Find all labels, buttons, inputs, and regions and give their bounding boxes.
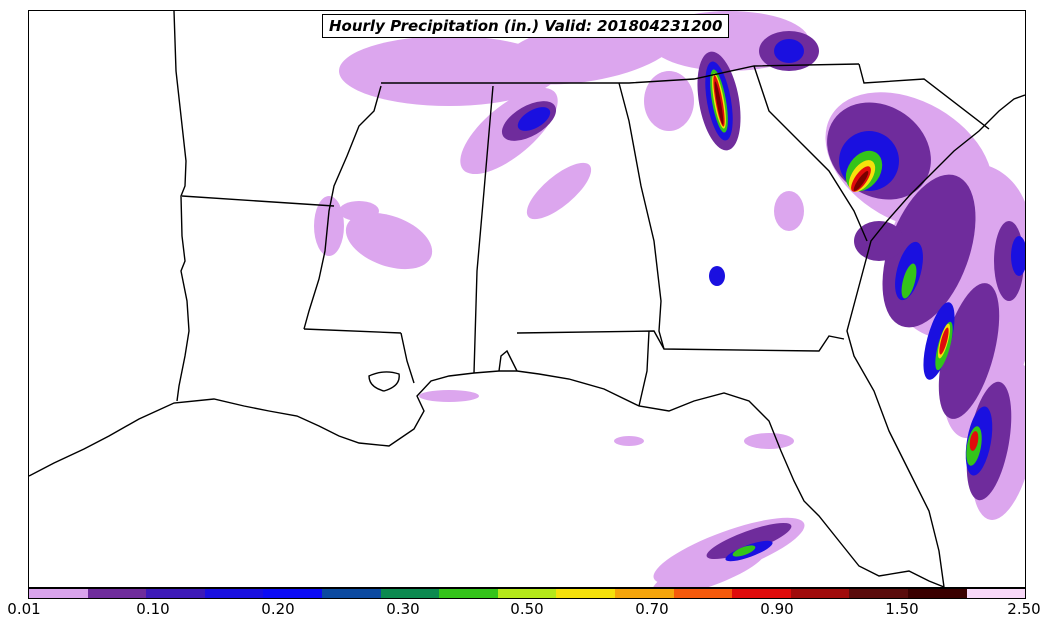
colorbar-segment [29, 589, 88, 598]
tennessee-line [381, 63, 860, 84]
intense-precip-core [901, 263, 917, 299]
heavy-precip-core [923, 302, 955, 380]
colorbar-segment [497, 589, 557, 598]
colorbar-segment [204, 589, 264, 598]
light-precip-area [614, 436, 644, 446]
light-precip-area [339, 36, 559, 106]
colorbar-tick-label: 0.70 [635, 600, 669, 618]
light-precip-area [644, 71, 694, 131]
extreme-precip-core [853, 171, 869, 191]
mobile-bay [498, 349, 518, 372]
precipitation-shading [314, 11, 1025, 587]
precipitation-map [29, 11, 1025, 587]
colorbar-segment [849, 589, 908, 598]
colorbar-segment [146, 589, 205, 598]
mississippi-alabama-border [473, 85, 494, 374]
colorbar-tick-label: 0.30 [386, 600, 420, 618]
colorbar-segment [966, 589, 1026, 598]
pearl-river [400, 332, 415, 384]
atlantic-coastline [846, 94, 1025, 587]
mississippi-river [303, 85, 382, 330]
heavy-precip-core [774, 39, 804, 63]
colorbar-segment [907, 589, 967, 598]
moderate-precip-band [938, 283, 1000, 419]
apalachicola-river [638, 330, 650, 407]
extreme-precip-core [714, 81, 724, 125]
state-boundaries [29, 11, 1025, 587]
colorbar-tick-label: 0.50 [510, 600, 544, 618]
lake-pontchartrain [368, 371, 400, 392]
light-precip-area [526, 162, 592, 220]
louisiana-mississippi-border [173, 11, 190, 402]
north-carolina-line [858, 63, 990, 130]
heavy-precip-core [1011, 236, 1025, 276]
colorbar-tick-label: 1.50 [885, 600, 919, 618]
moderate-precip-band [706, 522, 792, 560]
light-precip-area [345, 212, 433, 270]
map-panel [28, 10, 1026, 588]
colorbar-tick-label: 0.01 [7, 600, 41, 618]
map-title: Hourly Precipitation (in.) Valid: 201804… [322, 14, 730, 38]
light-precip-area [744, 433, 794, 449]
light-precip-area [339, 201, 379, 221]
colorbar-tick-label: 2.50 [1007, 600, 1041, 618]
intense-precip-core [732, 545, 756, 557]
florida-panhandle-line [516, 330, 845, 352]
alabama-georgia-border [618, 82, 665, 350]
colorbar-segment [732, 589, 791, 598]
colorbar-segment [439, 589, 498, 598]
colorbar-tick-label: 0.10 [136, 600, 170, 618]
arkansas-louisiana-line [181, 195, 335, 207]
heavy-precip-core [709, 266, 725, 286]
light-precip-area [774, 191, 804, 231]
extreme-precip-core [969, 431, 979, 451]
light-precip-area [419, 390, 479, 402]
colorbar-segment [87, 589, 147, 598]
colorbar-segment [790, 589, 850, 598]
colorbar-segment [263, 589, 322, 598]
extreme-precip-core [939, 327, 949, 355]
light-precip-area [314, 196, 344, 256]
gulf-coastline [29, 370, 945, 587]
colorbar-segment [321, 589, 381, 598]
georgia-carolina-border [753, 65, 868, 242]
moderate-precip-band [854, 221, 904, 261]
colorbar-segment [614, 589, 674, 598]
colorbar-segment [556, 589, 615, 598]
precipitation-colorbar [28, 588, 1026, 599]
colorbar-tick-label: 0.90 [760, 600, 794, 618]
colorbar-tick-label: 0.20 [261, 600, 295, 618]
colorbar-segment [673, 589, 733, 598]
heavy-precip-core [517, 107, 551, 131]
colorbar-segment [380, 589, 440, 598]
louisiana-southern-line [303, 328, 402, 334]
